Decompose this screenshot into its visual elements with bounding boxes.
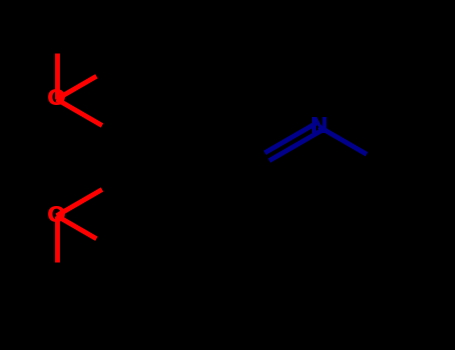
- Text: O: O: [47, 89, 66, 109]
- Text: O: O: [47, 206, 66, 226]
- Text: N: N: [310, 117, 328, 137]
